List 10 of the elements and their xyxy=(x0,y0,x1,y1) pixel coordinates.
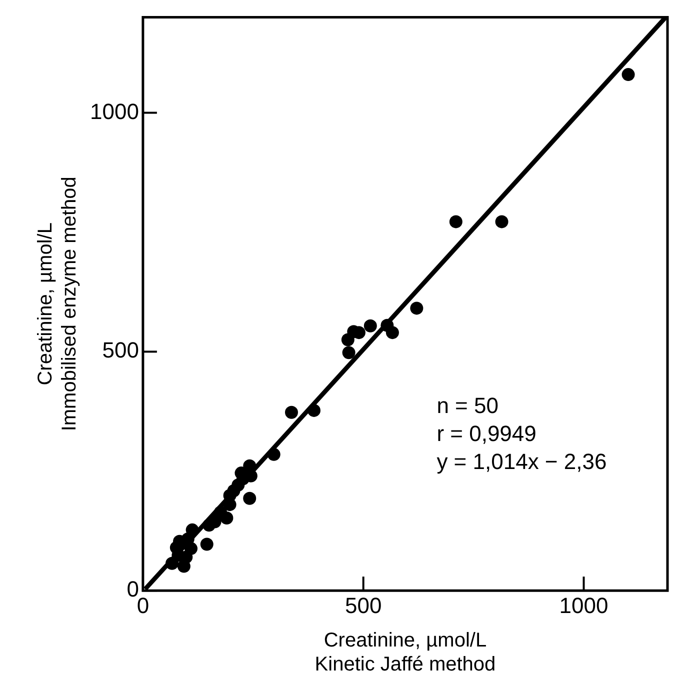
annotation: y = 1,014x − 2,36 xyxy=(436,448,607,474)
y-tick-label: 500 xyxy=(102,338,139,363)
y-tick-label: 1000 xyxy=(90,98,139,124)
y-tick-label: 0 xyxy=(126,576,139,602)
x-tick-label: 1000 xyxy=(559,592,608,618)
annotation: n = 50 xyxy=(436,392,498,418)
x-axis-title: Creatinine, µmol/L Kinetic Jaffé method xyxy=(314,630,496,676)
x-tick-label: 500 xyxy=(344,592,382,618)
annotation: r = 0,9949 xyxy=(436,420,536,446)
y-axis-title: Creatinine, µmol/L Immobilised enzyme method xyxy=(34,176,81,432)
